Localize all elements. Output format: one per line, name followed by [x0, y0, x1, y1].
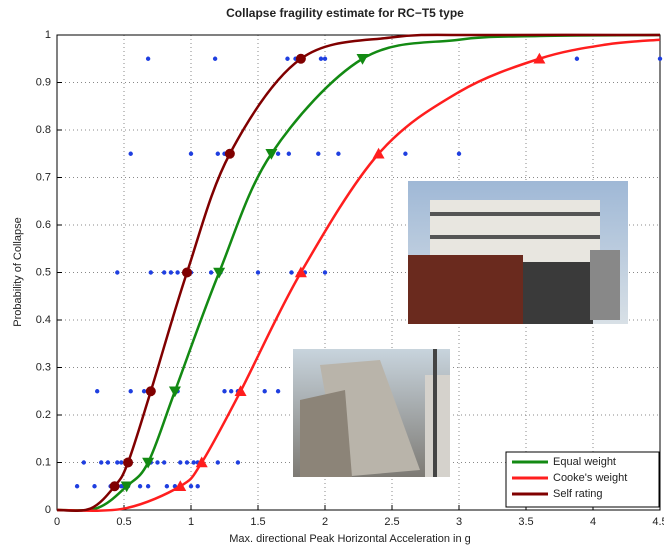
observation-point	[142, 389, 146, 393]
x-tick-label: 4.5	[652, 516, 664, 528]
page: Collapse fragility estimate for RC−T5 ty…	[0, 0, 664, 553]
observation-point	[276, 389, 280, 393]
observation-point	[129, 152, 133, 156]
observation-point	[162, 270, 166, 274]
x-tick-label: 3.5	[518, 516, 533, 528]
observation-point	[99, 460, 103, 464]
observation-point	[106, 460, 110, 464]
x-tick-label: 4	[590, 516, 596, 528]
observation-point	[256, 270, 260, 274]
y-tick-label: 0	[45, 504, 51, 516]
observation-point	[75, 484, 79, 488]
observation-point	[129, 389, 133, 393]
observation-point	[229, 389, 233, 393]
observation-point	[189, 152, 193, 156]
observation-point	[162, 460, 166, 464]
observation-point	[289, 270, 293, 274]
x-axis-label: Max. directional Peak Horizontal Acceler…	[229, 533, 471, 545]
y-tick-label: 0.8	[36, 124, 51, 136]
observation-point	[316, 152, 320, 156]
chart: Collapse fragility estimate for RC−T5 ty…	[0, 0, 664, 548]
x-tick-label: 2	[322, 516, 328, 528]
observation-point	[213, 57, 217, 61]
observation-point	[263, 389, 267, 393]
observation-point	[189, 484, 193, 488]
observation-point	[209, 270, 213, 274]
observation-point	[115, 460, 119, 464]
y-tick-label: 0.6	[36, 219, 51, 231]
marker	[123, 458, 133, 468]
observation-point	[323, 57, 327, 61]
observation-point	[196, 484, 200, 488]
observation-point	[276, 152, 280, 156]
legend-label: Cooke's weight	[553, 472, 627, 484]
observation-point	[319, 57, 323, 61]
marker	[225, 149, 235, 159]
observation-point	[146, 484, 150, 488]
y-tick-label: 0.1	[36, 456, 51, 468]
marker	[110, 481, 120, 491]
y-tick-label: 0.2	[36, 409, 51, 421]
x-tick-label: 0	[54, 516, 60, 528]
y-tick-label: 0.4	[36, 314, 51, 326]
observation-point	[155, 460, 159, 464]
building-photo	[408, 181, 628, 324]
marker	[296, 54, 306, 64]
observation-point	[178, 460, 182, 464]
x-tick-label: 1	[188, 516, 194, 528]
y-axis-label: Probability of Collapse	[12, 217, 24, 326]
observation-point	[457, 152, 461, 156]
y-tick-label: 0.3	[36, 361, 51, 373]
observation-point	[287, 152, 291, 156]
observation-point	[175, 270, 179, 274]
observation-point	[169, 270, 173, 274]
observation-point	[165, 484, 169, 488]
y-tick-label: 0.7	[36, 171, 51, 183]
marker	[146, 386, 156, 396]
observation-point	[92, 484, 96, 488]
observation-point	[185, 460, 189, 464]
observation-point	[191, 460, 195, 464]
observation-point	[403, 152, 407, 156]
observation-point	[138, 484, 142, 488]
observation-point	[336, 152, 340, 156]
observation-point	[236, 460, 240, 464]
observation-point	[216, 152, 220, 156]
y-tick-label: 0.5	[36, 266, 51, 278]
x-tick-label: 2.5	[384, 516, 399, 528]
marker	[357, 54, 369, 65]
legend-label: Self rating	[553, 488, 603, 500]
marker	[213, 268, 225, 279]
observation-point	[146, 57, 150, 61]
observation-point	[323, 270, 327, 274]
y-tick-label: 0.9	[36, 76, 51, 88]
observation-point	[216, 460, 220, 464]
observation-point	[149, 270, 153, 274]
observation-point	[115, 270, 119, 274]
observation-point	[82, 460, 86, 464]
photos	[293, 181, 628, 477]
observation-point	[575, 57, 579, 61]
marker	[182, 268, 192, 278]
legend: Equal weight Cooke's weight Self rating	[506, 452, 659, 507]
x-tick-label: 3	[456, 516, 462, 528]
x-tick-label: 0.5	[116, 516, 131, 528]
observation-point	[119, 460, 123, 464]
chart-title: Collapse fragility estimate for RC−T5 ty…	[226, 6, 464, 20]
collapsed-building-photo	[293, 349, 450, 477]
y-tick-label: 1	[45, 29, 51, 41]
legend-label: Equal weight	[553, 456, 616, 468]
observation-point	[95, 389, 99, 393]
observation-point	[285, 57, 289, 61]
observation-point	[658, 57, 662, 61]
x-tick-label: 1.5	[250, 516, 265, 528]
observation-point	[222, 389, 226, 393]
